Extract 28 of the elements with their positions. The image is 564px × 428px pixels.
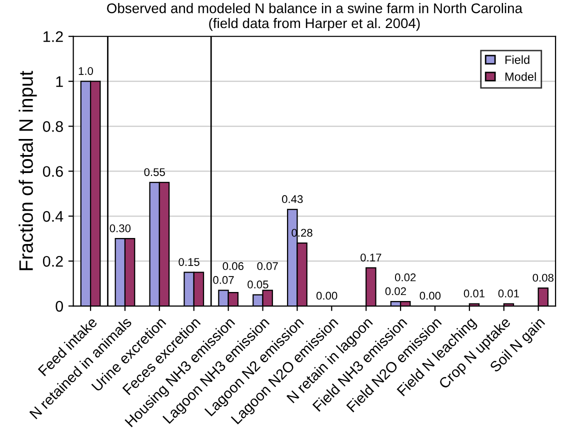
data-label: 0.00: [316, 292, 338, 300]
y-tick-label: 0.8: [42, 121, 63, 132]
y-tick-label: 0.2: [42, 256, 63, 267]
data-label: 0.01: [464, 290, 485, 298]
data-label: 0.17: [360, 254, 382, 262]
data-label: 0.55: [144, 168, 165, 176]
data-label: 0.07: [257, 262, 278, 270]
data-label: 0.15: [178, 258, 200, 266]
legend-label: Field: [505, 55, 530, 64]
y-tick-label: 1: [56, 76, 63, 87]
data-label: 0.43: [282, 195, 303, 204]
y-tick-label: 0: [56, 300, 63, 312]
data-label: 0.00: [420, 292, 441, 300]
y-axis-title: Fraction of total N input: [18, 70, 37, 270]
data-label: 0.02: [385, 287, 406, 296]
y-tick-label: 1.2: [44, 31, 63, 42]
data-label: 0.01: [498, 290, 519, 298]
data-label: 0.30: [110, 224, 131, 232]
chart-title: Observed and modeled N balance in a swine farm in North Carolina (field data from Harper et al. 2004): [107, 3, 522, 31]
data-label: 1.0: [78, 67, 94, 75]
data-label: 0.08: [532, 274, 554, 282]
data-label: 0.06: [222, 262, 244, 270]
data-label: 0.05: [248, 280, 268, 288]
y-tick-label: 0.4: [42, 211, 64, 222]
data-label: 0.07: [213, 276, 234, 284]
legend-label: Model: [505, 72, 536, 81]
y-tick-label: 0.6: [42, 166, 63, 177]
data-label: 0.02: [394, 273, 416, 282]
